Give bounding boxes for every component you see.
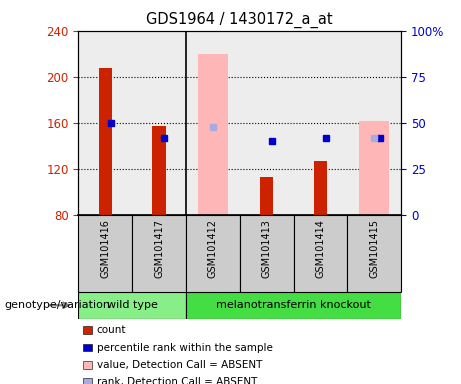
Text: value, Detection Call = ABSENT: value, Detection Call = ABSENT	[97, 360, 262, 370]
Bar	[313, 161, 327, 215]
Bar	[360, 121, 389, 215]
Bar	[186, 292, 401, 319]
Bar	[78, 215, 132, 292]
Bar	[260, 177, 273, 215]
Bar	[78, 31, 132, 215]
Bar	[78, 292, 186, 319]
Text: GSM101414: GSM101414	[315, 219, 325, 278]
Text: genotype/variation: genotype/variation	[5, 300, 111, 310]
Title: GDS1964 / 1430172_a_at: GDS1964 / 1430172_a_at	[147, 12, 333, 28]
Bar	[99, 68, 112, 215]
Bar	[347, 215, 401, 292]
Text: GSM101417: GSM101417	[154, 219, 164, 278]
Bar	[347, 31, 401, 215]
Bar	[152, 126, 166, 215]
Text: percentile rank within the sample: percentile rank within the sample	[97, 343, 273, 353]
Bar	[294, 31, 347, 215]
Bar	[132, 215, 186, 292]
Bar	[186, 215, 240, 292]
Bar	[132, 31, 186, 215]
Bar	[240, 215, 294, 292]
Text: GSM101413: GSM101413	[261, 219, 272, 278]
Text: GSM101415: GSM101415	[369, 219, 379, 278]
Text: GSM101416: GSM101416	[100, 219, 110, 278]
Bar	[186, 31, 240, 215]
Text: rank, Detection Call = ABSENT: rank, Detection Call = ABSENT	[97, 377, 257, 384]
Text: GSM101412: GSM101412	[208, 219, 218, 278]
Bar	[294, 215, 347, 292]
Text: count: count	[97, 325, 126, 335]
Text: wild type: wild type	[106, 300, 158, 310]
Bar	[240, 31, 294, 215]
Text: melanotransferrin knockout: melanotransferrin knockout	[216, 300, 371, 310]
Bar	[198, 54, 228, 215]
